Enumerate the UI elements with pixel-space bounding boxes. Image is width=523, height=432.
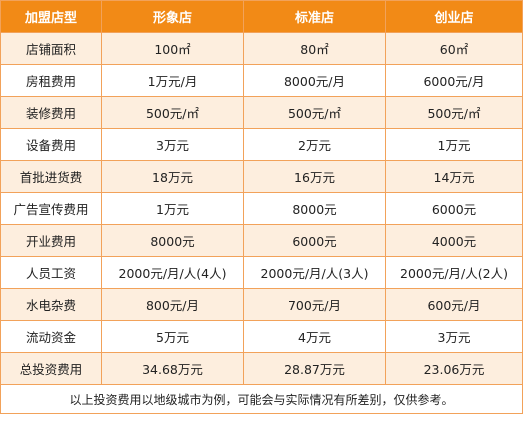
row-value-col-2: 2000元/月/人(3人) [243, 256, 386, 289]
header-startup-store: 创业店 [385, 0, 523, 33]
table-header: 加盟店型 形象店 标准店 创业店 [0, 0, 523, 33]
table-row: 店铺面积 100㎡ 80㎡ 60㎡ [0, 32, 523, 65]
row-value-col-1: 5万元 [101, 320, 244, 353]
row-label: 广告宣传费用 [0, 192, 102, 225]
header-image-store: 形象店 [101, 0, 244, 33]
row-value-col-3: 2000元/月/人(2人) [385, 256, 523, 289]
franchise-cost-table: 加盟店型 形象店 标准店 创业店 店铺面积 100㎡ 80㎡ 60㎡ 房租费用 1万元/月… [0, 0, 523, 414]
row-value-col-1: 8000元 [101, 224, 244, 257]
table-row: 首批进货费 18万元 16万元 14万元 [0, 160, 523, 193]
row-value-col-1: 1万元/月 [101, 64, 244, 97]
row-label: 店铺面积 [0, 32, 102, 65]
table-body: 店铺面积 100㎡ 80㎡ 60㎡ 房租费用 1万元/月 8000元/月 6000元/月 装修费… [0, 32, 523, 385]
header-row: 加盟店型 形象店 标准店 创业店 [0, 0, 523, 33]
row-value-col-2: 700元/月 [243, 288, 386, 321]
row-label: 装修费用 [0, 96, 102, 129]
footnote-text: 以上投资费用以地级城市为例，可能会与实际情况有所差别，仅供参考。 [0, 384, 523, 414]
table-row: 人员工资 2000元/月/人(4人) 2000元/月/人(3人) 2000元/月/人(… [0, 256, 523, 289]
row-value-col-2: 28.87万元 [243, 352, 386, 385]
row-label: 总投资费用 [0, 352, 102, 385]
row-value-col-3: 14万元 [385, 160, 523, 193]
row-label: 人员工资 [0, 256, 102, 289]
row-value-col-3: 4000元 [385, 224, 523, 257]
row-value-col-3: 6000元 [385, 192, 523, 225]
table-row: 水电杂费 800元/月 700元/月 600元/月 [0, 288, 523, 321]
row-value-col-2: 16万元 [243, 160, 386, 193]
row-value-col-3: 1万元 [385, 128, 523, 161]
table-row: 开业费用 8000元 6000元 4000元 [0, 224, 523, 257]
header-store-type: 加盟店型 [0, 0, 102, 33]
table-row: 装修费用 500元/㎡ 500元/㎡ 500元/㎡ [0, 96, 523, 129]
row-value-col-3: 500元/㎡ [385, 96, 523, 129]
row-value-col-2: 2万元 [243, 128, 386, 161]
row-value-col-3: 6000元/月 [385, 64, 523, 97]
row-value-col-2: 8000元 [243, 192, 386, 225]
row-label: 首批进货费 [0, 160, 102, 193]
row-value-col-1: 800元/月 [101, 288, 244, 321]
row-value-col-2: 6000元 [243, 224, 386, 257]
row-label: 流动资金 [0, 320, 102, 353]
row-label: 水电杂费 [0, 288, 102, 321]
row-value-col-2: 500元/㎡ [243, 96, 386, 129]
row-value-col-3: 600元/月 [385, 288, 523, 321]
row-value-col-1: 34.68万元 [101, 352, 244, 385]
row-label: 房租费用 [0, 64, 102, 97]
header-standard-store: 标准店 [243, 0, 386, 33]
table-footer: 以上投资费用以地级城市为例，可能会与实际情况有所差别，仅供参考。 [0, 384, 523, 414]
row-value-col-1: 100㎡ [101, 32, 244, 65]
row-value-col-1: 2000元/月/人(4人) [101, 256, 244, 289]
row-value-col-1: 3万元 [101, 128, 244, 161]
row-value-col-2: 80㎡ [243, 32, 386, 65]
row-value-col-3: 23.06万元 [385, 352, 523, 385]
table-row: 总投资费用 34.68万元 28.87万元 23.06万元 [0, 352, 523, 385]
row-label: 设备费用 [0, 128, 102, 161]
row-value-col-1: 1万元 [101, 192, 244, 225]
table-row: 设备费用 3万元 2万元 1万元 [0, 128, 523, 161]
table-row: 流动资金 5万元 4万元 3万元 [0, 320, 523, 353]
table-row: 房租费用 1万元/月 8000元/月 6000元/月 [0, 64, 523, 97]
row-value-col-3: 60㎡ [385, 32, 523, 65]
row-value-col-3: 3万元 [385, 320, 523, 353]
row-value-col-1: 500元/㎡ [101, 96, 244, 129]
row-value-col-1: 18万元 [101, 160, 244, 193]
footnote-row: 以上投资费用以地级城市为例，可能会与实际情况有所差别，仅供参考。 [0, 384, 523, 414]
row-value-col-2: 4万元 [243, 320, 386, 353]
row-label: 开业费用 [0, 224, 102, 257]
table-row: 广告宣传费用 1万元 8000元 6000元 [0, 192, 523, 225]
row-value-col-2: 8000元/月 [243, 64, 386, 97]
